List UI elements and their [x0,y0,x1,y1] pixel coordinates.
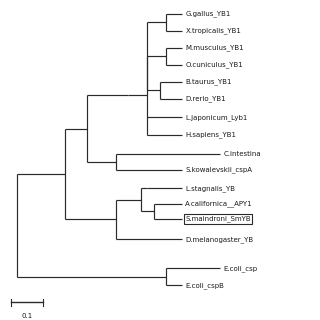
Text: E.coli_csp: E.coli_csp [223,265,258,272]
Text: S.maindroni_SmYB: S.maindroni_SmYB [185,216,251,222]
Text: A.californica__APY1: A.californica__APY1 [185,200,253,207]
Text: C.intestina: C.intestina [223,151,261,157]
Text: O.cuniculus_YB1: O.cuniculus_YB1 [185,61,243,68]
Text: L.stagnalis_YB: L.stagnalis_YB [185,185,236,192]
Text: G.gallus_YB1: G.gallus_YB1 [185,10,231,17]
Text: L.japonicum_Lyb1: L.japonicum_Lyb1 [185,114,248,121]
Text: D.melanogaster_YB: D.melanogaster_YB [185,236,253,243]
Text: S.kowalevskii_cspA: S.kowalevskii_cspA [185,166,252,173]
Text: E.coli_cspB: E.coli_cspB [185,282,224,289]
Text: X.tropicalis_YB1: X.tropicalis_YB1 [185,27,241,34]
Text: B.taurus_YB1: B.taurus_YB1 [185,78,232,85]
Text: 0.1: 0.1 [21,313,32,319]
Text: H.sapiens_YB1: H.sapiens_YB1 [185,132,236,138]
Text: M.musculus_YB1: M.musculus_YB1 [185,44,244,51]
Text: D.rerio_YB1: D.rerio_YB1 [185,95,226,102]
